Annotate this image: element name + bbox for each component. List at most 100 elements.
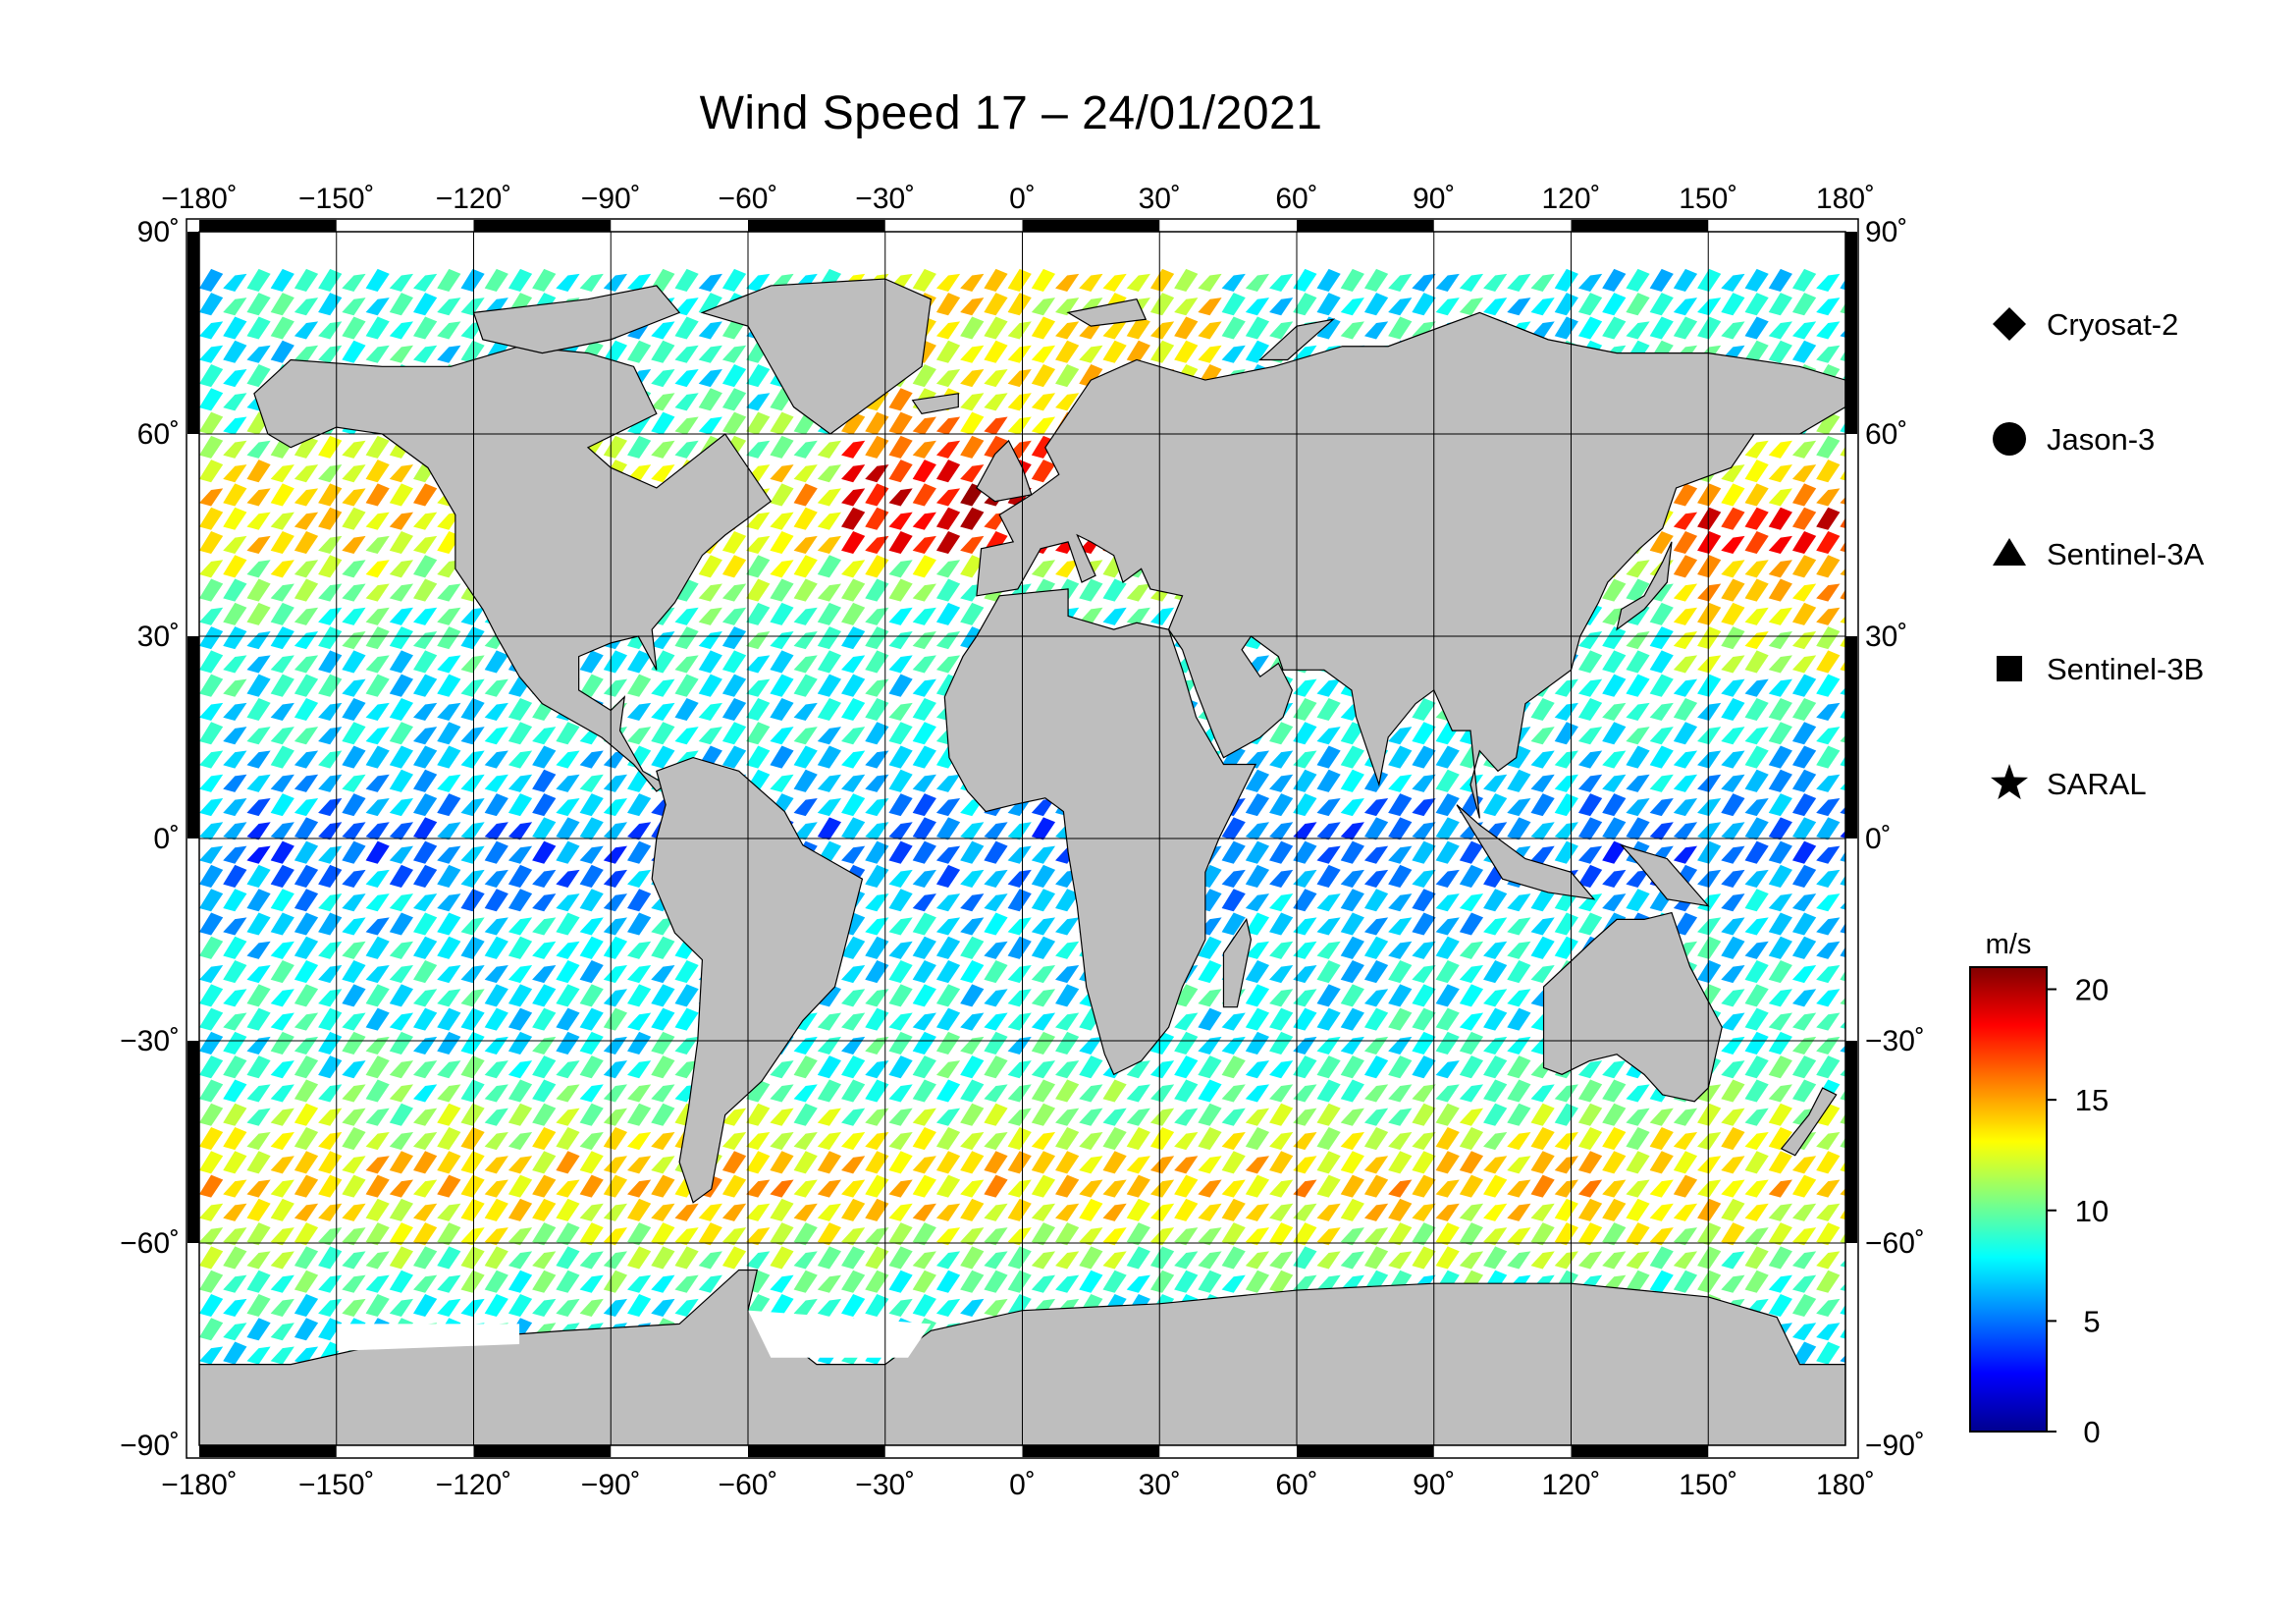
legend-label: Cryosat-2 <box>2047 307 2178 342</box>
latitude-tick-label: 60˚ <box>137 418 180 451</box>
longitude-tick-label: −180˚ <box>161 1469 238 1501</box>
frame-segment <box>473 220 612 232</box>
frame-segment <box>187 1041 199 1243</box>
longitude-tick-label: 90˚ <box>1413 1469 1455 1501</box>
colorbar-tick-label: 5 <box>2083 1304 2100 1338</box>
land-polygon <box>1222 917 1253 1008</box>
latitude-tick-label: 60˚ <box>1865 418 1907 451</box>
legend-label: Sentinel-3A <box>2047 537 2205 571</box>
latitude-tick-label: 90˚ <box>1865 216 1907 248</box>
latitude-tick-label: 30˚ <box>137 621 180 653</box>
frame-segment <box>1571 220 1709 232</box>
latitude-tick-label: −90˚ <box>120 1430 180 1462</box>
frame-segment <box>199 1445 337 1457</box>
frame-segment <box>473 1445 612 1457</box>
latitude-tick-label: 90˚ <box>137 216 180 248</box>
longitude-tick-label: 30˚ <box>1139 183 1181 215</box>
legend-entry: SARAL <box>1990 764 2147 801</box>
legend-entry: Sentinel-3A <box>1993 537 2205 571</box>
land-polygon <box>651 756 864 1204</box>
latitude-tick-label: 0˚ <box>153 823 180 855</box>
land-polygon <box>911 393 959 415</box>
legend-entry: Cryosat-2 <box>1993 307 2178 342</box>
latitude-tick-label: 30˚ <box>1865 621 1907 653</box>
longitude-tick-label: −30˚ <box>855 183 915 215</box>
triangle-marker-icon <box>1993 538 2026 566</box>
longitude-tick-label: 150˚ <box>1679 183 1737 215</box>
land-polygon <box>1619 843 1710 907</box>
frame-segment <box>199 220 337 232</box>
chart-title: Wind Speed 17 – 24/01/2021 <box>699 87 1323 139</box>
longitude-tick-label: 180˚ <box>1816 1469 1875 1501</box>
land-polygon <box>700 278 932 435</box>
latitude-tick-label: −60˚ <box>120 1227 180 1260</box>
square-marker-icon <box>1997 656 2022 681</box>
land-polygon <box>976 311 1845 819</box>
longitude-tick-label: −180˚ <box>161 183 238 215</box>
colorbar-gradient <box>1969 966 2048 1433</box>
longitude-tick-label: −90˚ <box>581 1469 641 1501</box>
legend-label: SARAL <box>2047 767 2147 801</box>
longitude-tick-label: 0˚ <box>1009 183 1036 215</box>
land-polygon <box>253 346 773 792</box>
colorbar-tick-label: 10 <box>2075 1194 2109 1228</box>
star-marker-icon <box>1990 764 2029 800</box>
colorbar-tick-label: 0 <box>2083 1415 2100 1449</box>
longitude-tick-label: 60˚ <box>1275 1469 1317 1501</box>
circle-marker-icon <box>1993 422 2026 456</box>
legend-entry: Jason-3 <box>1993 422 2155 457</box>
longitude-tick-label: −120˚ <box>436 1469 512 1501</box>
frame-segment <box>1297 1445 1434 1457</box>
land-polygon <box>1066 298 1148 327</box>
longitude-tick-label: 0˚ <box>1009 1469 1036 1501</box>
land-polygon <box>1780 1087 1838 1157</box>
legend-label: Sentinel-3B <box>2047 652 2204 686</box>
frame-segment <box>1022 1445 1160 1457</box>
graticule <box>198 231 1846 1446</box>
land-polygon <box>1456 804 1596 900</box>
frame-segment <box>1845 232 1857 434</box>
land-polygon <box>1616 541 1673 631</box>
frame-segment <box>748 1445 885 1457</box>
frame-segment <box>1022 220 1160 232</box>
land-polygon <box>472 285 681 354</box>
latitude-tick-label: 0˚ <box>1865 823 1892 855</box>
legend-label: Jason-3 <box>2047 422 2155 457</box>
longitude-tick-label: 60˚ <box>1275 183 1317 215</box>
longitude-tick-label: 90˚ <box>1413 183 1455 215</box>
satellite-legend: Cryosat-2 Jason-3 Sentinel-3A Sentinel-3B SA… <box>1990 307 2205 801</box>
frame-segment <box>187 232 199 434</box>
longitude-tick-label: −150˚ <box>298 1469 375 1501</box>
longitude-tick-label: −150˚ <box>298 183 375 215</box>
map-frame <box>186 218 1859 1459</box>
legend-entry: Sentinel-3B <box>1997 652 2204 686</box>
longitude-tick-label: −30˚ <box>855 1469 915 1501</box>
land-polygon <box>976 439 1033 503</box>
latitude-tick-label: −90˚ <box>1865 1430 1925 1462</box>
longitude-tick-label: −60˚ <box>719 1469 778 1501</box>
colorbar-tick-label: 20 <box>2075 973 2109 1007</box>
frame-segment <box>1845 636 1857 839</box>
longitude-tick-label: 120˚ <box>1541 1469 1600 1501</box>
longitude-tick-label: 30˚ <box>1139 1469 1181 1501</box>
frame-segment <box>1297 220 1434 232</box>
axis-tick-labels: −180˚ −180˚ −150˚ −150˚ −120˚ −120˚ −90˚ −90˚ −6… <box>120 183 1925 1501</box>
frame-segment <box>1845 1041 1857 1243</box>
colorbar-unit-label: m/s <box>1986 929 2032 960</box>
latitude-tick-label: −30˚ <box>1865 1025 1925 1057</box>
longitude-tick-label: −90˚ <box>581 183 641 215</box>
longitude-tick-label: −120˚ <box>436 183 512 215</box>
frame-outer <box>186 218 1859 1459</box>
latitude-tick-label: −30˚ <box>120 1025 180 1057</box>
longitude-tick-label: 150˚ <box>1679 1469 1737 1501</box>
colorbar-tick-label: 15 <box>2075 1083 2109 1117</box>
land-polygon <box>1542 911 1723 1103</box>
latitude-tick-label: −60˚ <box>1865 1227 1925 1260</box>
frame-segment <box>748 220 885 232</box>
frame-segment <box>187 636 199 839</box>
longitude-tick-label: 180˚ <box>1816 183 1875 215</box>
frame-segment <box>1571 1445 1709 1457</box>
longitude-tick-label: −60˚ <box>719 183 778 215</box>
